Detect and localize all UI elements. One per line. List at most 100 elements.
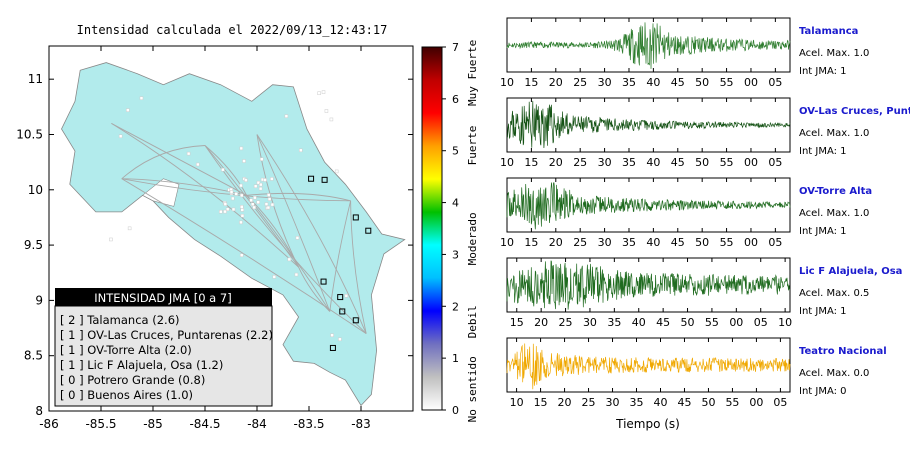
land-shape bbox=[61, 62, 406, 407]
colorbar-tick-label: 1 bbox=[452, 352, 459, 365]
colorbar-gradient bbox=[421, 46, 443, 411]
colorbar-tick-label: 5 bbox=[452, 145, 459, 158]
town-marker bbox=[240, 193, 244, 198]
trace-tick-label: 30 bbox=[598, 236, 612, 249]
legend-entry: [ 0 ] Potrero Grande (0.8) bbox=[60, 373, 205, 387]
trace-tick-label: 30 bbox=[598, 76, 612, 89]
trace-tick-label: 25 bbox=[573, 76, 587, 89]
trace-station-name: Teatro Nacional bbox=[799, 346, 887, 357]
waveform-line bbox=[506, 260, 791, 310]
town-marker bbox=[334, 169, 339, 174]
road bbox=[298, 267, 331, 312]
colorbar-label: Moderado bbox=[466, 212, 479, 265]
trace-tick-label: 15 bbox=[510, 316, 524, 329]
trace-tick-label: 30 bbox=[598, 156, 612, 169]
town-marker bbox=[299, 148, 303, 153]
trace-acel-max: Acel. Max. 1.0 bbox=[799, 208, 869, 219]
trace-tick-label: 25 bbox=[573, 156, 587, 169]
lat-tick-label: 10.5 bbox=[16, 127, 43, 141]
trace-acel-max: Acel. Max. 1.0 bbox=[799, 128, 869, 139]
legend-entry: [ 0 ] Buenos Aires (1.0) bbox=[60, 388, 193, 402]
colorbar-label: Fuerte bbox=[466, 126, 479, 166]
town-marker bbox=[219, 209, 223, 214]
trace-tick-label: 35 bbox=[622, 76, 636, 89]
lon-tick-label: -84 bbox=[247, 417, 267, 431]
trace-tick-label: 40 bbox=[646, 156, 660, 169]
legend-entry: [ 1 ] Lic F Alajuela, Osa (1.2) bbox=[60, 358, 223, 372]
trace-tick-label: 40 bbox=[632, 316, 646, 329]
station-markers bbox=[308, 175, 372, 351]
trace-3: 10 15 20 25 30 35 40 45 50 55 00 05 OV-Torre Alta Ace… bbox=[500, 177, 872, 249]
costa-rica-landmass bbox=[61, 62, 406, 407]
station-marker bbox=[337, 294, 344, 301]
road bbox=[256, 134, 367, 334]
trace-tick-label: 45 bbox=[656, 316, 670, 329]
trace-acel-max: Acel. Max. 0.5 bbox=[799, 288, 869, 299]
town-marker bbox=[139, 96, 144, 100]
town-marker bbox=[321, 90, 326, 94]
town-marker bbox=[186, 151, 191, 156]
town-marker bbox=[266, 193, 271, 197]
town-marker bbox=[118, 134, 123, 138]
trace-tick-label: 55 bbox=[720, 156, 734, 169]
colorbar-tick-label: 3 bbox=[452, 248, 459, 261]
town-marker bbox=[240, 208, 245, 212]
trace-station-name: Lic F Alajuela, Osa bbox=[799, 266, 902, 277]
trace-tick-label: 25 bbox=[573, 236, 587, 249]
town-marker bbox=[295, 236, 300, 240]
trace-tick-label: 00 bbox=[744, 236, 758, 249]
town-marker bbox=[329, 117, 334, 122]
trace-tick-label: 45 bbox=[671, 156, 685, 169]
trace-tick-label: 30 bbox=[606, 396, 620, 409]
trace-int-jma: Int JMA: 1 bbox=[799, 306, 847, 317]
trace-1: 10 15 20 25 30 35 40 45 50 55 00 05 Talamanca Acel. M… bbox=[500, 17, 869, 89]
trace-tick-label: 20 bbox=[549, 76, 563, 89]
legend-entry: [ 1 ] OV-Torre Alta (2.0) bbox=[60, 343, 192, 357]
trace-tick-label: 10 bbox=[778, 316, 792, 329]
trace-tick-label: 15 bbox=[524, 236, 538, 249]
map-frame bbox=[48, 45, 414, 412]
lat-tick-label: 11 bbox=[28, 72, 43, 86]
town-marker bbox=[239, 146, 244, 151]
town-marker bbox=[264, 202, 269, 206]
trace-tick-label: 50 bbox=[695, 76, 709, 89]
town-marker bbox=[267, 197, 272, 201]
colorbar-label: Muy Fuerte bbox=[466, 40, 479, 106]
colorbar-tick-label: 4 bbox=[452, 197, 459, 210]
longitude-axis: -86 -85.5 -85 -84.5 -84 -83.5 -83 bbox=[39, 46, 371, 431]
town-marker bbox=[258, 186, 263, 191]
road-network bbox=[111, 123, 367, 334]
lat-tick-label: 10 bbox=[28, 183, 43, 197]
legend-entry: [ 2 ] Talamanca (2.6) bbox=[60, 313, 180, 327]
trace-tick-label: 00 bbox=[729, 316, 743, 329]
trace-tick-label: 10 bbox=[500, 156, 514, 169]
station-marker bbox=[352, 214, 359, 221]
trace-acel-max: Acel. Max. 1.0 bbox=[799, 48, 869, 59]
town-marker bbox=[126, 108, 130, 112]
waveform-line bbox=[506, 343, 791, 390]
trace-tick-label: 40 bbox=[646, 236, 660, 249]
town-marker bbox=[231, 207, 236, 212]
trace-tick-label: 05 bbox=[768, 236, 782, 249]
road bbox=[111, 123, 299, 268]
intensity-colorbar: 7 6 5 4 3 2 1 0 Muy Fuerte Fuerte Moderado Debil No… bbox=[421, 40, 479, 422]
trace-tick-label: 05 bbox=[773, 396, 787, 409]
trace-station-name: OV-Las Cruces, Puntar bbox=[799, 106, 910, 117]
town-marker bbox=[324, 109, 329, 113]
town-marker bbox=[242, 159, 246, 163]
legend-entries: [ 2 ] Talamanca (2.6)[ 1 ] OV-Las Cruces… bbox=[60, 313, 273, 402]
road bbox=[246, 195, 331, 312]
map-title: Intensidad calculada el 2022/09/13_12:43… bbox=[77, 23, 388, 37]
trace-tick-label: 05 bbox=[768, 156, 782, 169]
lon-tick-label: -83 bbox=[351, 417, 371, 431]
trace-tick-label: 15 bbox=[524, 76, 538, 89]
trace-tick-label: 05 bbox=[754, 316, 768, 329]
trace-tick-label: 55 bbox=[720, 236, 734, 249]
trace-tick-label: 00 bbox=[744, 156, 758, 169]
town-marker bbox=[229, 190, 234, 194]
road bbox=[121, 178, 367, 334]
road bbox=[121, 145, 206, 180]
colorbar-ticks: 7 6 5 4 3 2 1 0 bbox=[442, 41, 459, 417]
road bbox=[329, 200, 352, 312]
town-marker bbox=[225, 207, 230, 211]
